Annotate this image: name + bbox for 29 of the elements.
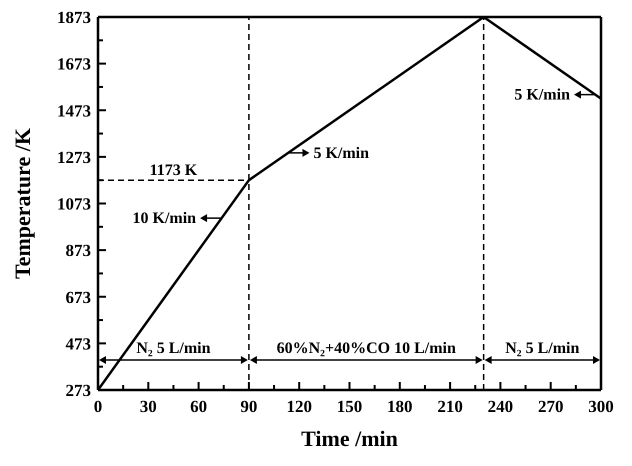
annotation: 5 K/min <box>514 86 570 104</box>
y-tick-label: 1673 <box>57 54 91 74</box>
y-tick-label: 1873 <box>57 8 91 27</box>
annotation: 10 K/min <box>132 210 196 228</box>
annotation: 60%N₂+40%CO 10 L/min <box>276 340 456 357</box>
x-tick-label: 90 <box>240 397 258 416</box>
x-tick-label: 240 <box>488 397 514 416</box>
x-tick-label: 30 <box>140 397 157 416</box>
annotation: N₂ 5 L/min <box>505 340 580 357</box>
x-axis-title: Time /min <box>301 426 398 451</box>
x-tick-label: 60 <box>190 397 208 416</box>
y-tick-label: 273 <box>66 381 91 400</box>
y-tick-label: 1073 <box>57 194 91 214</box>
y-tick-label: 873 <box>66 241 91 260</box>
y-axis-title: Temperature /K <box>10 128 35 279</box>
annotation: 5 K/min <box>313 144 370 162</box>
x-tick-label: 270 <box>538 397 564 416</box>
x-tick-label: 300 <box>588 397 614 416</box>
x-tick-label: 180 <box>387 397 413 416</box>
ref-line-label: 1173 K <box>150 162 198 180</box>
x-tick-label: 210 <box>437 397 463 416</box>
annotation: N₂ 5 L/min <box>136 340 211 357</box>
x-tick-label: 150 <box>336 397 362 416</box>
y-tick-label: 1273 <box>57 148 91 167</box>
x-tick-label: 0 <box>94 397 102 416</box>
y-tick-label: 673 <box>66 288 91 307</box>
x-tick-label: 120 <box>286 397 312 416</box>
y-tick-label: 473 <box>66 334 91 354</box>
y-tick-label: 1473 <box>57 101 91 120</box>
